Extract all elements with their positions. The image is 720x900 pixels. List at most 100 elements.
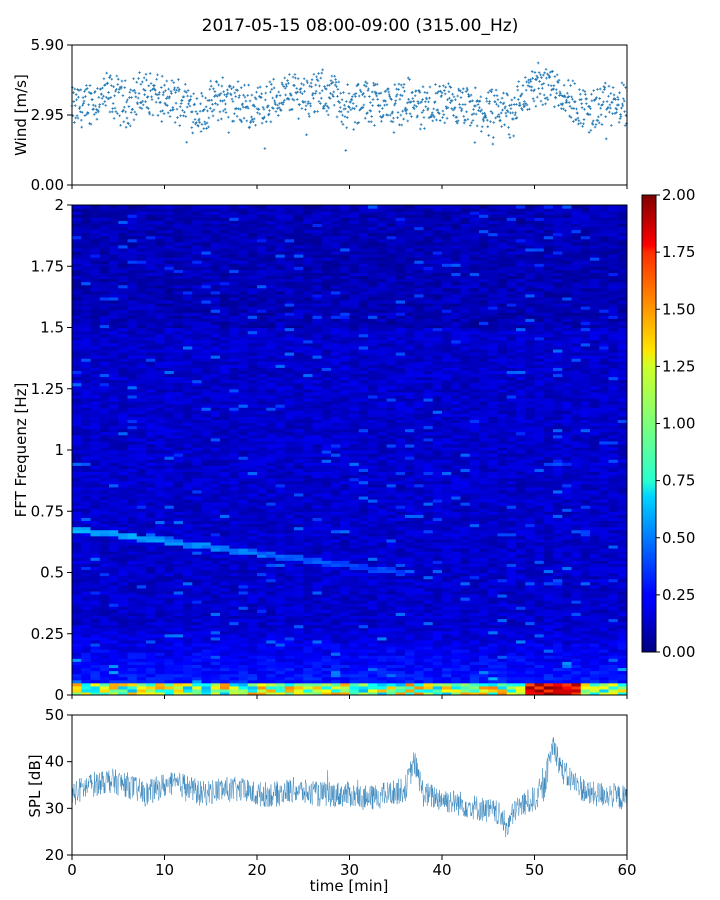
spectrogram-cell	[543, 563, 554, 567]
spectrogram-cell	[506, 603, 517, 607]
spectrogram-cell	[580, 612, 591, 616]
spectrogram-cell	[599, 511, 610, 515]
spectrogram-cell	[155, 673, 166, 678]
wind-point	[110, 84, 113, 87]
spectrogram-cell	[414, 676, 425, 681]
spectrogram-cell	[349, 642, 360, 647]
spectrogram-cell	[432, 572, 443, 577]
spectrogram-cell	[192, 639, 203, 644]
wind-point	[89, 122, 93, 126]
spectrogram-cell	[617, 566, 627, 571]
spectrogram-cell	[432, 597, 443, 601]
wind-point	[112, 85, 115, 88]
spectrogram-cell	[368, 581, 378, 586]
spectrogram-cell	[321, 685, 332, 690]
spectrogram-cell	[543, 526, 554, 531]
spectrogram-cell	[617, 551, 627, 555]
spectrogram-cell	[229, 538, 240, 543]
spectrogram-cell	[349, 652, 360, 656]
spectrogram-cell	[479, 667, 489, 672]
spectrogram-cell	[506, 691, 517, 695]
spectrogram-cell	[247, 587, 258, 592]
wind-point	[578, 92, 582, 96]
spectrogram-cell	[423, 548, 434, 552]
spectrogram-cell	[266, 505, 277, 509]
spectrogram-cell	[497, 557, 508, 561]
spectrogram-cell	[81, 679, 92, 684]
spectrogram-cell	[72, 538, 82, 543]
wind-point	[83, 89, 86, 93]
spectrogram-cell	[303, 578, 314, 583]
spectrogram-cell	[127, 652, 138, 656]
wind-point	[479, 110, 482, 113]
spectrogram-cell	[99, 636, 110, 641]
spectrogram-cell	[331, 691, 341, 695]
spectrogram-cell	[451, 652, 462, 656]
spectrogram-cell	[118, 667, 129, 672]
wind-point	[201, 94, 204, 98]
spectrogram-cell	[571, 560, 582, 564]
spectrogram-cell	[580, 572, 591, 577]
spectrogram-cell	[81, 676, 92, 681]
wind-point	[603, 81, 607, 85]
wind-point	[543, 97, 547, 100]
spectrogram-cell	[136, 679, 147, 684]
wind-point	[300, 82, 303, 86]
spectrogram-cell	[266, 664, 277, 669]
spectrogram-cell	[81, 563, 92, 567]
spectrogram-cell	[321, 505, 332, 509]
spectrogram-cell	[155, 606, 166, 610]
wind-point	[439, 89, 442, 93]
spectrogram-cell	[155, 593, 166, 598]
spectrogram-cell	[460, 502, 471, 506]
spectrogram-cell	[553, 609, 563, 613]
wind-point	[184, 90, 188, 94]
spectrogram-cell	[386, 642, 397, 647]
wind-point	[525, 80, 528, 84]
spectrogram-cell	[275, 584, 286, 589]
wind-point	[462, 121, 466, 125]
spectrogram-cell	[284, 633, 295, 638]
spectrogram-cell	[127, 505, 138, 509]
wind-point	[297, 103, 301, 106]
spectrogram-cell	[127, 569, 138, 574]
wind-point	[311, 93, 314, 97]
spectrogram-cell	[590, 593, 600, 598]
wind-point	[233, 112, 236, 116]
spectrogram-cell	[358, 600, 369, 604]
spectrogram-cell	[599, 639, 610, 644]
spectrogram-cell	[534, 593, 545, 598]
spectrogram-cell	[81, 649, 92, 653]
wind-point	[210, 98, 213, 102]
spectrogram-cell	[534, 597, 545, 601]
spectrogram-cell	[229, 511, 240, 515]
spectrogram-cell	[266, 621, 277, 626]
spectrogram-cell	[442, 535, 452, 540]
spectrogram-cell	[72, 664, 82, 669]
spectrogram-cell	[183, 664, 193, 669]
spectrogram-cell	[580, 544, 591, 549]
wind-point	[118, 114, 121, 118]
spectrogram-cell	[229, 532, 240, 537]
wind-point	[422, 116, 426, 119]
wind-point	[271, 107, 275, 110]
spectrogram-cell	[183, 676, 193, 681]
spectrogram-cell	[377, 532, 388, 537]
spectrogram-cell	[442, 529, 452, 534]
spectrogram-cell	[303, 566, 314, 571]
spectrogram-cell	[303, 676, 314, 681]
spectrogram-cell	[136, 670, 147, 675]
spectrogram-cell	[118, 551, 129, 555]
spectrogram-cell	[580, 575, 591, 580]
wind-point	[502, 91, 505, 95]
spectrogram-cell	[164, 636, 175, 641]
spectrogram-cell	[340, 649, 351, 653]
spectrogram-cell	[525, 517, 536, 522]
wind-point	[542, 93, 546, 97]
spectrogram-cell	[432, 511, 443, 515]
spectrogram-cell	[155, 636, 166, 641]
spectrogram-cell	[81, 578, 92, 583]
spectrogram-cell	[99, 676, 110, 681]
spectrogram-cell	[155, 538, 166, 543]
spectrogram-cell	[72, 517, 82, 522]
